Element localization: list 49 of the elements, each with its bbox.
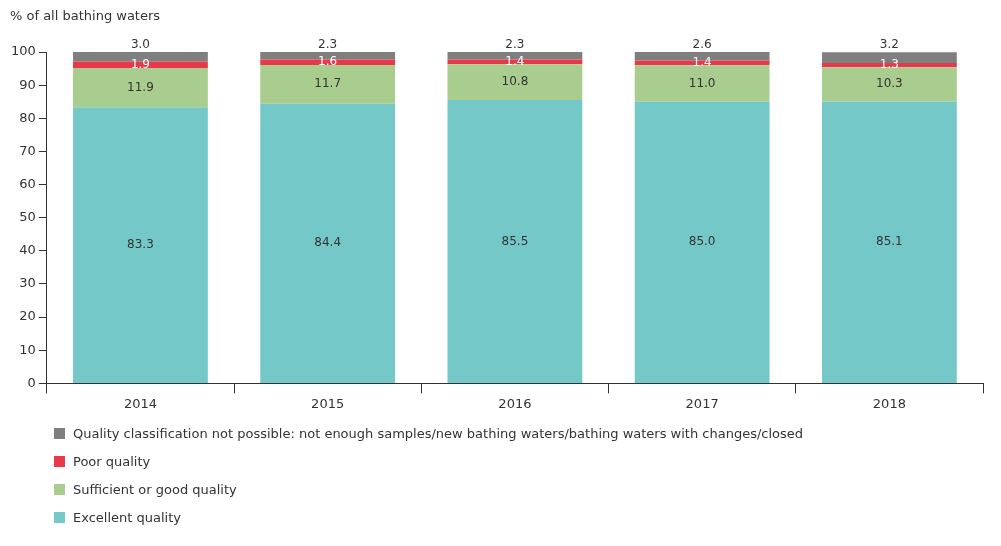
legend-label: Sufficient or good quality [73, 481, 237, 497]
data-label: 10.8 [501, 74, 529, 89]
data-label: 85.5 [501, 233, 529, 248]
y-tick-label: 100 [10, 43, 36, 59]
data-label: 2.3 [505, 37, 525, 52]
y-tick-label: 50 [19, 209, 36, 225]
bar [447, 64, 583, 101]
bar [821, 101, 957, 383]
legend-label: Poor quality [73, 453, 151, 469]
bar [260, 103, 396, 383]
data-label: 3.2 [879, 37, 899, 52]
y-tick-label: 0 [27, 374, 36, 390]
y-tick-label: 30 [19, 275, 36, 291]
x-tick-label: 2017 [685, 395, 719, 411]
data-label: 85.1 [876, 234, 903, 249]
legend-label: Quality classification not possible: not enough samples/new bathing waters/bathing waters with changes/closed [73, 425, 804, 441]
data-label: 10.3 [876, 76, 903, 91]
y-tick-label: 20 [19, 308, 36, 324]
y-tick-label: 80 [19, 109, 36, 125]
bar [73, 67, 208, 108]
y-tick-label: 10 [19, 341, 36, 357]
data-label: 11.7 [314, 76, 342, 91]
x-tick-label: 2015 [311, 395, 345, 411]
bar [821, 67, 957, 102]
data-label: 85.0 [688, 234, 716, 249]
bar [447, 100, 583, 383]
data-label: 83.3 [127, 237, 154, 252]
data-label: 11.0 [688, 75, 716, 90]
data-label: 2.3 [318, 37, 338, 52]
y-tick-label: 60 [19, 175, 36, 191]
x-tick-label: 2018 [872, 395, 906, 411]
data-label: 1.6 [318, 54, 338, 69]
y-tick-label: 40 [19, 242, 36, 258]
bar [634, 101, 770, 383]
y-tick-label: 70 [19, 142, 36, 158]
data-label: 3.0 [130, 36, 150, 51]
data-label: 11.9 [127, 79, 154, 94]
data-label: 2.6 [692, 37, 712, 52]
y-axis-title: % of all bathing waters [9, 8, 162, 25]
bar [73, 61, 208, 68]
bar [73, 107, 208, 383]
data-label: 84.4 [314, 235, 342, 250]
x-tick-label: 2014 [123, 395, 157, 411]
bar [634, 65, 770, 102]
legend-label: Excellent quality [73, 509, 181, 525]
x-tick-label: 2016 [498, 395, 532, 411]
bar [260, 64, 396, 104]
y-tick-label: 90 [19, 76, 36, 92]
data-label: 1.9 [130, 56, 150, 71]
